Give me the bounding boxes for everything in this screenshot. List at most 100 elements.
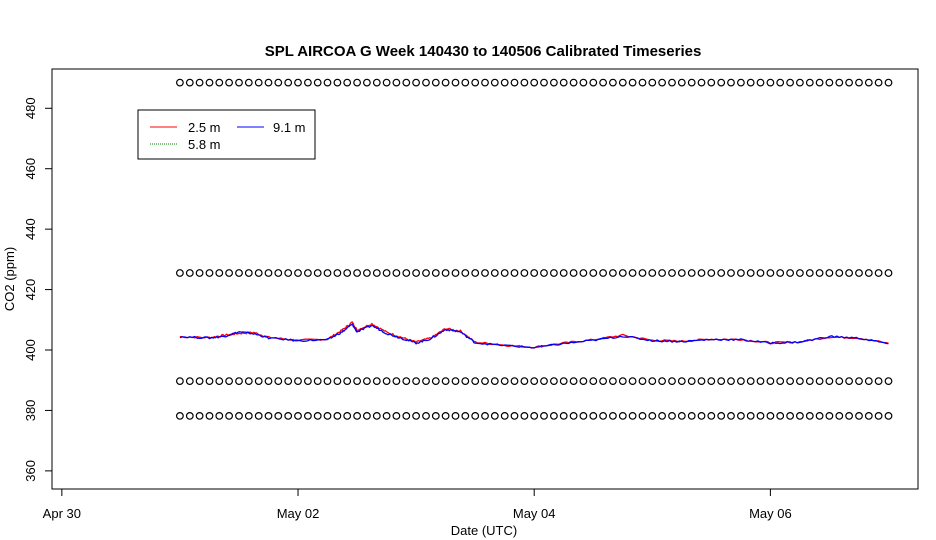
reference-point bbox=[884, 78, 893, 87]
reference-point bbox=[618, 377, 627, 386]
reference-point bbox=[559, 78, 568, 87]
reference-point bbox=[195, 412, 204, 420]
reference-point bbox=[510, 269, 519, 277]
reference-point bbox=[677, 78, 686, 87]
reference-point bbox=[205, 377, 214, 386]
reference-point bbox=[569, 412, 578, 420]
reference-point bbox=[589, 377, 598, 386]
reference-point bbox=[451, 377, 460, 386]
reference-point bbox=[845, 377, 853, 386]
reference-point bbox=[185, 78, 194, 87]
reference-point bbox=[727, 78, 735, 87]
reference-point bbox=[727, 269, 735, 277]
reference-point bbox=[294, 377, 302, 386]
reference-point bbox=[589, 412, 598, 420]
reference-point bbox=[490, 78, 499, 87]
reference-point bbox=[530, 78, 539, 87]
reference-point bbox=[677, 377, 686, 386]
reference-point bbox=[550, 269, 558, 277]
reference-point bbox=[648, 412, 657, 420]
reference-point bbox=[638, 377, 647, 386]
reference-point bbox=[599, 78, 607, 87]
reference-point bbox=[304, 78, 312, 87]
reference-point bbox=[707, 269, 716, 277]
reference-point bbox=[244, 269, 253, 277]
reference-point bbox=[707, 78, 716, 87]
series-line-9-1-m bbox=[179, 323, 889, 349]
reference-point bbox=[431, 78, 440, 87]
reference-point bbox=[707, 412, 716, 420]
reference-point bbox=[402, 377, 411, 386]
reference-point bbox=[727, 377, 735, 386]
reference-point bbox=[353, 377, 362, 386]
series-lines bbox=[179, 321, 889, 349]
reference-point bbox=[864, 78, 873, 87]
reference-point bbox=[372, 412, 381, 420]
reference-point bbox=[874, 377, 883, 386]
reference-point bbox=[323, 269, 332, 277]
reference-point bbox=[471, 269, 480, 277]
reference-point bbox=[235, 412, 243, 420]
reference-point bbox=[717, 412, 726, 420]
x-tick-label: May 02 bbox=[277, 506, 320, 521]
reference-point bbox=[559, 377, 568, 386]
reference-point bbox=[215, 78, 224, 87]
reference-point bbox=[756, 269, 765, 277]
reference-point bbox=[254, 377, 263, 386]
reference-point bbox=[490, 377, 499, 386]
reference-point bbox=[766, 412, 775, 420]
reference-point bbox=[874, 78, 883, 87]
reference-point bbox=[500, 377, 509, 386]
reference-point bbox=[825, 412, 834, 420]
reference-point bbox=[481, 269, 489, 277]
reference-point bbox=[609, 269, 617, 277]
reference-point bbox=[874, 412, 883, 420]
reference-point bbox=[786, 269, 794, 277]
reference-point bbox=[668, 377, 676, 386]
reference-point bbox=[195, 78, 204, 87]
reference-point bbox=[805, 78, 814, 87]
reference-point bbox=[756, 377, 765, 386]
legend-label-9-1m: 9.1 m bbox=[273, 120, 306, 135]
reference-point bbox=[864, 269, 873, 277]
reference-point bbox=[363, 78, 371, 87]
reference-point bbox=[618, 78, 627, 87]
reference-point bbox=[304, 269, 312, 277]
reference-point bbox=[510, 78, 519, 87]
reference-point bbox=[796, 78, 804, 87]
reference-point bbox=[471, 377, 480, 386]
reference-point bbox=[372, 269, 381, 277]
reference-point bbox=[796, 269, 804, 277]
reference-point bbox=[461, 412, 470, 420]
reference-point bbox=[392, 269, 401, 277]
reference-point bbox=[451, 412, 460, 420]
reference-point bbox=[235, 377, 243, 386]
reference-point bbox=[825, 269, 834, 277]
reference-point bbox=[284, 78, 293, 87]
y-tick-label: 360 bbox=[23, 460, 38, 482]
reference-point bbox=[313, 269, 322, 277]
reference-point bbox=[323, 377, 332, 386]
reference-point bbox=[658, 269, 666, 277]
reference-point bbox=[422, 377, 430, 386]
reference-point bbox=[323, 412, 332, 420]
reference-point bbox=[845, 412, 853, 420]
reference-point bbox=[697, 269, 706, 277]
legend: 2.5 m 5.8 m 9.1 m bbox=[137, 109, 316, 160]
reference-point bbox=[264, 377, 273, 386]
reference-point bbox=[648, 269, 657, 277]
reference-point bbox=[599, 412, 607, 420]
reference-point bbox=[353, 412, 362, 420]
y-tick-label: 480 bbox=[23, 97, 38, 119]
reference-point bbox=[579, 377, 588, 386]
reference-point bbox=[855, 269, 863, 277]
reference-point bbox=[392, 78, 401, 87]
reference-point bbox=[628, 412, 637, 420]
reference-point bbox=[579, 269, 588, 277]
reference-point bbox=[205, 412, 214, 420]
reference-point bbox=[284, 412, 293, 420]
reference-point bbox=[756, 78, 765, 87]
chart-title: SPL AIRCOA G Week 140430 to 140506 Calib… bbox=[265, 43, 702, 60]
reference-point bbox=[333, 412, 342, 420]
